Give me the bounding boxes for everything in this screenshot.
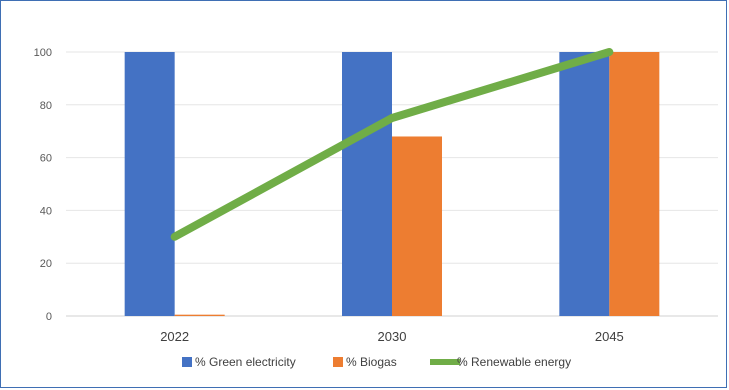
y-tick-label: 80: [40, 100, 52, 112]
x-tick-label: 2045: [595, 329, 624, 344]
bar--biogas-2022: [174, 314, 225, 316]
legend-label: % Green electricity: [195, 355, 296, 369]
x-tick-label: 2030: [378, 329, 407, 344]
y-tick-label: 20: [40, 258, 52, 270]
legend-swatch: [182, 357, 192, 367]
legend-label: % Biogas: [346, 355, 397, 369]
y-tick-label: 40: [40, 205, 52, 217]
bar--biogas-2045: [609, 52, 660, 316]
y-tick-label: 100: [34, 47, 52, 59]
x-tick-label: 2022: [160, 329, 189, 344]
legend-swatch: [333, 357, 343, 367]
y-tick-label: 60: [40, 153, 52, 165]
bar--green-electricity-2022: [124, 52, 175, 316]
bar--biogas-2030: [392, 136, 442, 316]
y-tick-label: 0: [46, 311, 52, 323]
legend-label: % Renewable energy: [457, 355, 571, 369]
bar--green-electricity-2045: [559, 52, 610, 316]
bar--green-electricity-2030: [342, 52, 392, 316]
